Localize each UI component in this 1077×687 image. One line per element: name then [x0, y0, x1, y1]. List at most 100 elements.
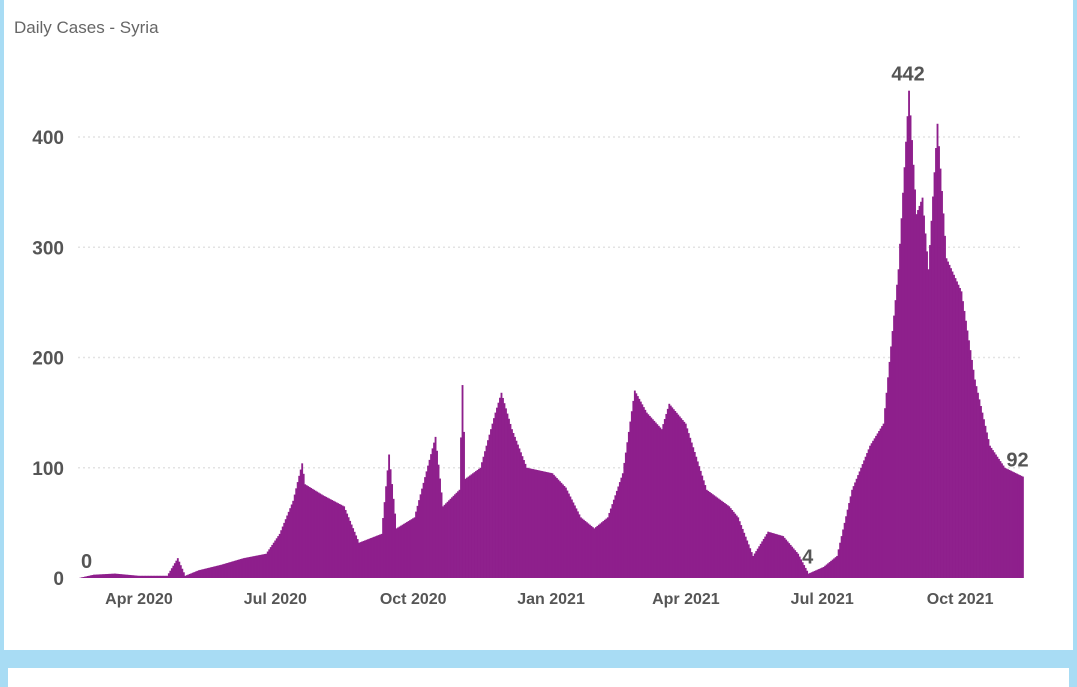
x-tick-label: Oct 2021: [927, 591, 994, 608]
bar: [80, 577, 83, 578]
bar: [301, 463, 304, 578]
bar: [316, 491, 319, 578]
bar: [131, 575, 134, 578]
bar: [323, 496, 326, 578]
bar: [371, 537, 374, 578]
bar: [780, 535, 783, 578]
bar: [650, 417, 653, 578]
data-labels: 0 4 442 92: [81, 64, 1029, 573]
bar: [272, 542, 275, 578]
bar: [905, 141, 907, 578]
bar: [125, 574, 128, 578]
bar: [800, 559, 803, 578]
bar: [418, 500, 420, 578]
bar: [268, 549, 271, 578]
bar: [938, 146, 940, 578]
bar: [950, 268, 952, 578]
bar: [82, 577, 85, 578]
bar: [401, 524, 404, 578]
bar: [590, 525, 593, 578]
bar: [290, 504, 293, 578]
bar: [544, 471, 546, 578]
bar: [600, 522, 603, 578]
bar: [304, 484, 307, 578]
bar: [178, 561, 181, 578]
bar: [557, 479, 560, 578]
bar: [524, 463, 527, 578]
data-label: 4: [802, 547, 814, 569]
bar: [143, 575, 146, 578]
bar: [176, 558, 179, 578]
bar: [110, 573, 113, 578]
bar: [394, 513, 397, 578]
bar: [413, 517, 416, 578]
bar: [436, 450, 438, 578]
bar: [767, 531, 770, 578]
bar: [737, 517, 740, 578]
bar: [836, 555, 839, 578]
bar: [92, 574, 95, 578]
bar: [160, 575, 163, 578]
bar: [912, 164, 915, 578]
bar: [104, 574, 107, 578]
bar: [714, 496, 717, 578]
bar: [220, 564, 223, 578]
y-tick-label: 300: [32, 238, 64, 259]
y-axis-ticks: 0 100 200 300 400: [32, 128, 64, 590]
bar: [837, 549, 840, 578]
x-tick-label: Jan 2021: [517, 591, 585, 608]
x-tick-label: Apr 2021: [652, 591, 720, 608]
bar: [615, 490, 618, 578]
bar: [582, 519, 585, 578]
bar: [302, 473, 305, 578]
bar: [365, 539, 368, 578]
bar: [999, 461, 1002, 578]
bar: [644, 409, 647, 578]
bar: [538, 470, 540, 578]
bar: [1014, 472, 1017, 578]
bar: [463, 431, 465, 578]
bar: [380, 533, 383, 578]
bar: [626, 442, 629, 578]
bar: [681, 420, 684, 578]
bar: [527, 468, 530, 578]
bar: [951, 271, 954, 578]
bar: [217, 565, 220, 578]
bar: [340, 504, 343, 578]
bar: [629, 421, 632, 578]
bar: [382, 518, 385, 578]
bar: [409, 520, 411, 578]
bar: [523, 460, 525, 578]
bar: [831, 559, 834, 578]
x-tick-label: Apr 2020: [105, 591, 173, 608]
bar: [608, 512, 611, 578]
bar: [986, 432, 988, 578]
bar: [603, 519, 606, 578]
bar: [863, 460, 866, 578]
bar: [106, 573, 109, 578]
daily-cases-chart: 0 100 200 300 400 Apr 2020 Jul 2020 Oct 2020 Ja…: [32, 64, 1029, 608]
bar: [353, 531, 356, 578]
bar: [915, 214, 918, 579]
bar: [930, 220, 933, 579]
bar: [349, 520, 352, 578]
bar: [893, 315, 895, 578]
bar: [605, 518, 608, 578]
bar: [969, 350, 972, 578]
bar: [551, 473, 554, 578]
bar: [801, 562, 804, 578]
bar: [722, 501, 725, 578]
bar: [858, 471, 861, 578]
bar: [275, 538, 278, 578]
bar: [1011, 471, 1014, 578]
bar: [91, 575, 94, 578]
bar: [173, 563, 176, 578]
bar: [550, 472, 552, 578]
bar: [995, 454, 997, 578]
bar: [424, 477, 426, 578]
bar: [469, 475, 471, 578]
bar: [476, 469, 479, 578]
bar: [899, 243, 901, 578]
bar: [746, 540, 749, 578]
bar: [936, 123, 939, 579]
